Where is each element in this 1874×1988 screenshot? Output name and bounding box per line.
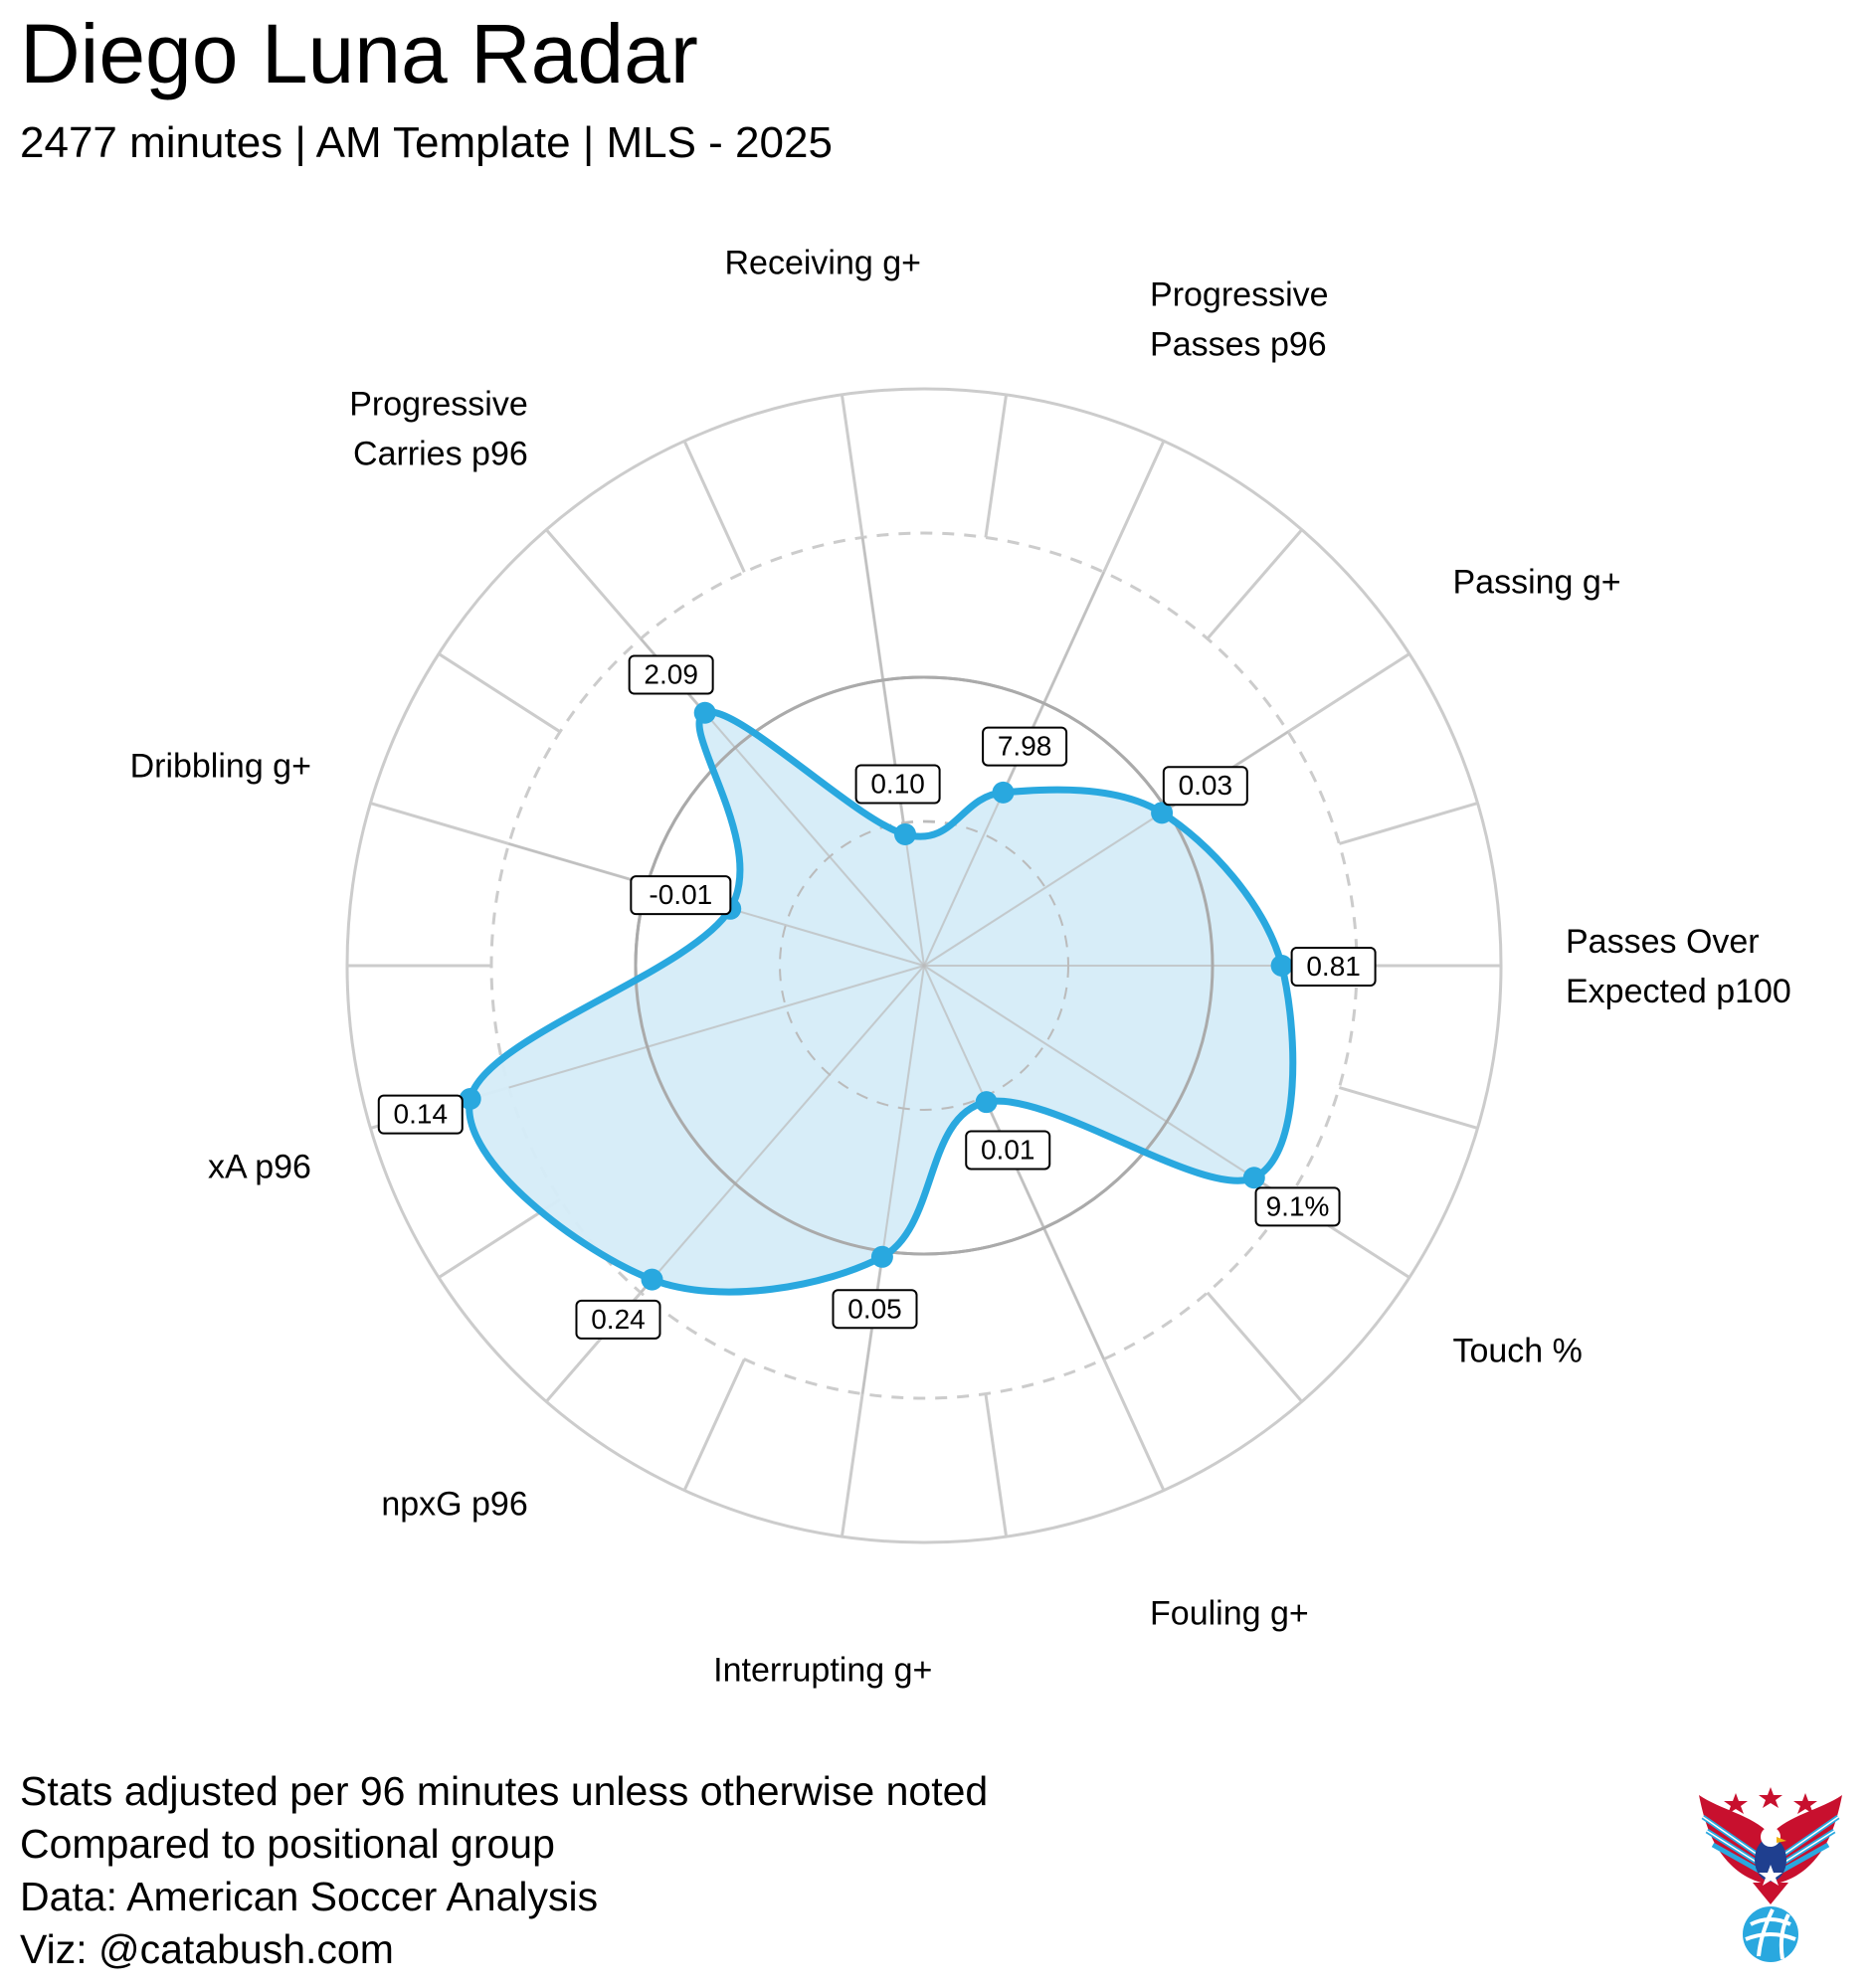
value-label: 0.81 — [1290, 947, 1377, 987]
data-point — [641, 1268, 663, 1291]
axis-label: xA p96 — [208, 1148, 311, 1185]
chart-subtitle: 2477 minutes | AM Template | MLS - 2025 — [20, 118, 833, 167]
value-label-box — [854, 764, 941, 805]
value-label: 7.98 — [982, 726, 1068, 767]
radar-shape: 0.81 0.03 7.98 0.10 2.09 -0.01 0.14 0.24 0.05 0.0… — [377, 537, 1377, 1394]
axis-label: Dribbling g+ — [130, 748, 311, 786]
data-point — [975, 1091, 998, 1114]
grid-divider — [1206, 1291, 1303, 1403]
axis-label-line: Dribbling g+ — [130, 748, 311, 786]
value-label-text: 0.01 — [981, 1134, 1035, 1165]
value-label: 0.03 — [1162, 766, 1248, 807]
data-point — [870, 1245, 893, 1268]
value-label: 0.05 — [832, 1289, 918, 1330]
footnote-line: Compared to positional group — [20, 1821, 555, 1867]
grid-divider — [1338, 1086, 1478, 1130]
footnote-line: Data: American Soccer Analysis — [20, 1874, 599, 1919]
value-label: 0.14 — [377, 1094, 464, 1135]
grid-ring-overlay — [634, 675, 1215, 1256]
value-label-box — [575, 1299, 661, 1340]
grid-spoke-overlay — [640, 965, 925, 1294]
value-label-box — [628, 654, 714, 695]
value-label: 9.1% — [1254, 1186, 1341, 1227]
value-label-box — [1290, 947, 1377, 987]
value-label-box — [1254, 1186, 1341, 1227]
axis-label: Interrupting g+ — [713, 1652, 932, 1690]
axis-label-line: Fouling g+ — [1150, 1594, 1309, 1632]
axis-label: npxG p96 — [381, 1485, 527, 1523]
axis-label: Progressive Passes p96 — [1150, 276, 1329, 364]
value-label: -0.01 — [630, 875, 732, 916]
data-point — [1270, 955, 1293, 977]
axis-label-line: Passes Over — [1566, 923, 1760, 961]
axis-labels: Passes Over Expected p100 Passing g+ Progre… — [130, 244, 1791, 1689]
grid-ring-overlay — [779, 820, 1069, 1111]
axis-label-line: xA p96 — [208, 1148, 311, 1185]
data-point — [459, 1087, 481, 1110]
axis-label-line: Expected p100 — [1566, 973, 1791, 1010]
axis-label-line: Progressive — [1150, 276, 1329, 314]
footnote-line: Stats adjusted per 96 minutes unless oth… — [20, 1768, 989, 1814]
value-label-text: 0.05 — [847, 1293, 902, 1324]
grid-divider — [682, 1358, 746, 1492]
value-label-text: 0.81 — [1306, 951, 1361, 982]
axis-label: Passes Over Expected p100 — [1566, 923, 1791, 1010]
axis-label: Fouling g+ — [1150, 1594, 1309, 1632]
axis-label-line: Receiving g+ — [724, 244, 921, 281]
axis-label-line: npxG p96 — [381, 1485, 527, 1523]
axis-label-line: Progressive — [349, 386, 528, 424]
radar-area — [468, 711, 1293, 1293]
grid-spoke-overlay — [508, 965, 925, 1089]
chart-title: Diego Luna Radar — [20, 7, 698, 100]
footnotes: Stats adjusted per 96 minutes unless oth… — [20, 1765, 988, 1976]
value-label-box — [630, 875, 732, 916]
value-label-text: 0.24 — [591, 1304, 646, 1335]
grid-divider — [984, 1393, 1009, 1537]
axis-label-line: Touch % — [1452, 1333, 1582, 1370]
axis-label-line: Interrupting g+ — [713, 1652, 932, 1690]
grid-divider — [682, 440, 746, 573]
grid-divider — [984, 394, 1009, 538]
value-label-text: 0.10 — [870, 768, 925, 799]
grid-spoke-overlay — [923, 965, 1289, 1201]
grid-spoke-overlay — [923, 571, 1105, 967]
value-label-text: 7.98 — [998, 731, 1052, 762]
axis-label: Touch % — [1452, 1333, 1582, 1370]
axis-label: Progressive Carries p96 — [349, 386, 528, 473]
axis-label: Receiving g+ — [724, 244, 921, 281]
axis-label-line: Passing g+ — [1452, 563, 1620, 601]
value-label-text: 0.03 — [1179, 770, 1233, 801]
grid-divider — [1338, 802, 1478, 845]
value-label-text: 2.09 — [644, 658, 698, 689]
axis-label-line: Carries p96 — [353, 436, 528, 473]
data-point — [693, 701, 716, 724]
axis-label: Passing g+ — [1452, 563, 1620, 601]
value-label: 0.10 — [854, 764, 941, 805]
value-label-box — [832, 1289, 918, 1330]
value-label-box — [1162, 766, 1248, 807]
value-label-box — [377, 1094, 464, 1135]
value-label-box — [965, 1130, 1051, 1171]
value-label-text: 0.14 — [394, 1099, 449, 1130]
grid-spoke-overlay — [861, 537, 925, 967]
data-point — [1151, 802, 1174, 824]
data-point — [894, 822, 917, 845]
footnote-line: Viz: @catabush.com — [20, 1926, 394, 1972]
grid-divider — [438, 652, 561, 734]
eagle-logo-icon — [1699, 1787, 1842, 1962]
value-label: 2.09 — [628, 654, 714, 695]
value-label: 0.24 — [575, 1299, 661, 1340]
data-point — [1242, 1167, 1265, 1189]
axis-label-line: Passes p96 — [1150, 326, 1327, 364]
grid-divider — [1206, 528, 1303, 640]
value-label-text: -0.01 — [649, 879, 712, 910]
data-point — [992, 781, 1015, 804]
value-label: 0.01 — [965, 1130, 1051, 1171]
value-label-text: 9.1% — [1266, 1190, 1330, 1221]
value-label-box — [982, 726, 1068, 767]
